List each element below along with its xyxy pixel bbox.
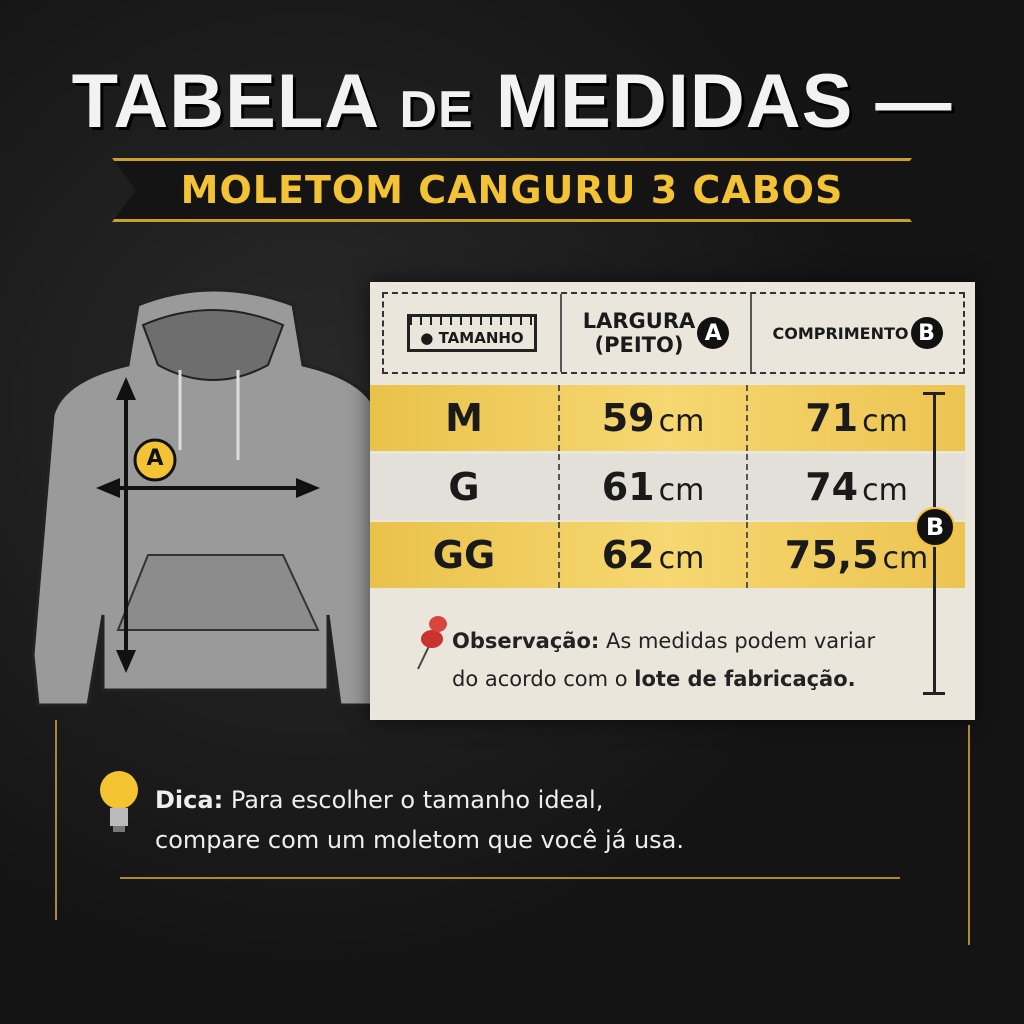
length-value: 75,5 <box>784 533 879 577</box>
width-value: 62 <box>601 533 655 577</box>
header-length-label: COMPRIMENTO <box>772 323 909 343</box>
divider <box>120 877 900 879</box>
length-value: 71 <box>805 396 859 440</box>
marker-b-icon: B <box>910 317 943 349</box>
size-cell: G <box>448 465 480 509</box>
width-marker: A <box>146 446 164 471</box>
header-length: COMPRIMENTO B <box>752 294 963 372</box>
subtitle-banner: MOLETOM CANGURU 3 CABOS <box>112 158 912 222</box>
tip-label: Dica: <box>155 786 224 814</box>
header-size: ● TAMANHO <box>384 294 562 372</box>
table-header: ● TAMANHO LARGURA (PEITO) A COMPRIMENTO B <box>382 292 965 374</box>
title-word: DE <box>399 81 474 139</box>
header-width-sub: (PEITO) <box>594 333 684 357</box>
width-cell: 59 cm <box>558 385 748 451</box>
size-cell: GG <box>432 533 496 577</box>
unit: cm <box>862 404 908 439</box>
hoodie-illustration <box>31 288 402 707</box>
width-cell: 61 cm <box>558 454 748 520</box>
tip-text: compare com um moletom que você já usa. <box>155 826 685 854</box>
frame-line <box>968 725 970 945</box>
unit: cm <box>658 473 705 508</box>
table-row: G 61 cm 74 cm <box>370 454 965 520</box>
note-label: Observação: <box>452 629 600 653</box>
table-row: M 59 cm 71 cm <box>370 385 965 451</box>
length-cell: 74 cm <box>748 465 965 509</box>
width-value: 61 <box>601 465 655 509</box>
size-table: ● TAMANHO LARGURA (PEITO) A COMPRIMENTO B M… <box>370 282 975 720</box>
note-text: do acordo com o <box>452 667 628 691</box>
unit: cm <box>882 541 929 576</box>
lightbulb-icon <box>100 771 138 832</box>
tip: Dica: Para escolher o tamanho ideal, com… <box>155 780 684 860</box>
note: Observação: As medidas podem variar do a… <box>452 622 922 698</box>
marker-a-icon: A <box>697 317 730 349</box>
ruler-icon: ● TAMANHO <box>407 314 537 352</box>
frame-line <box>55 720 57 920</box>
note-bold: lote de fabricação. <box>634 667 856 691</box>
title-word: TABELA <box>71 59 378 144</box>
header-size-label: TAMANHO <box>438 329 524 347</box>
title-word: MEDIDAS <box>495 59 854 144</box>
width-value: 59 <box>601 396 655 440</box>
unit: cm <box>862 473 908 508</box>
indicator-tick <box>923 392 945 395</box>
length-cell: 71 cm <box>748 396 965 440</box>
unit: cm <box>658 541 705 576</box>
header-width: LARGURA (PEITO) A <box>562 294 752 372</box>
length-marker: B <box>915 507 955 547</box>
tip-text: Para escolher o tamanho ideal, <box>230 786 604 814</box>
header-width-label: LARGURA <box>582 309 696 333</box>
length-cell: 75,5 cm <box>748 533 965 577</box>
page-title: TABELA DE MEDIDAS — <box>71 59 953 144</box>
unit: cm <box>658 404 705 439</box>
pushpin-icon <box>417 616 447 670</box>
note-text: As medidas podem variar <box>605 629 876 653</box>
size-cell: M <box>445 396 483 440</box>
width-cell: 62 cm <box>558 522 748 588</box>
indicator-tick <box>923 692 945 695</box>
table-row: GG 62 cm 75,5 cm <box>370 522 965 588</box>
length-value: 74 <box>805 465 859 509</box>
